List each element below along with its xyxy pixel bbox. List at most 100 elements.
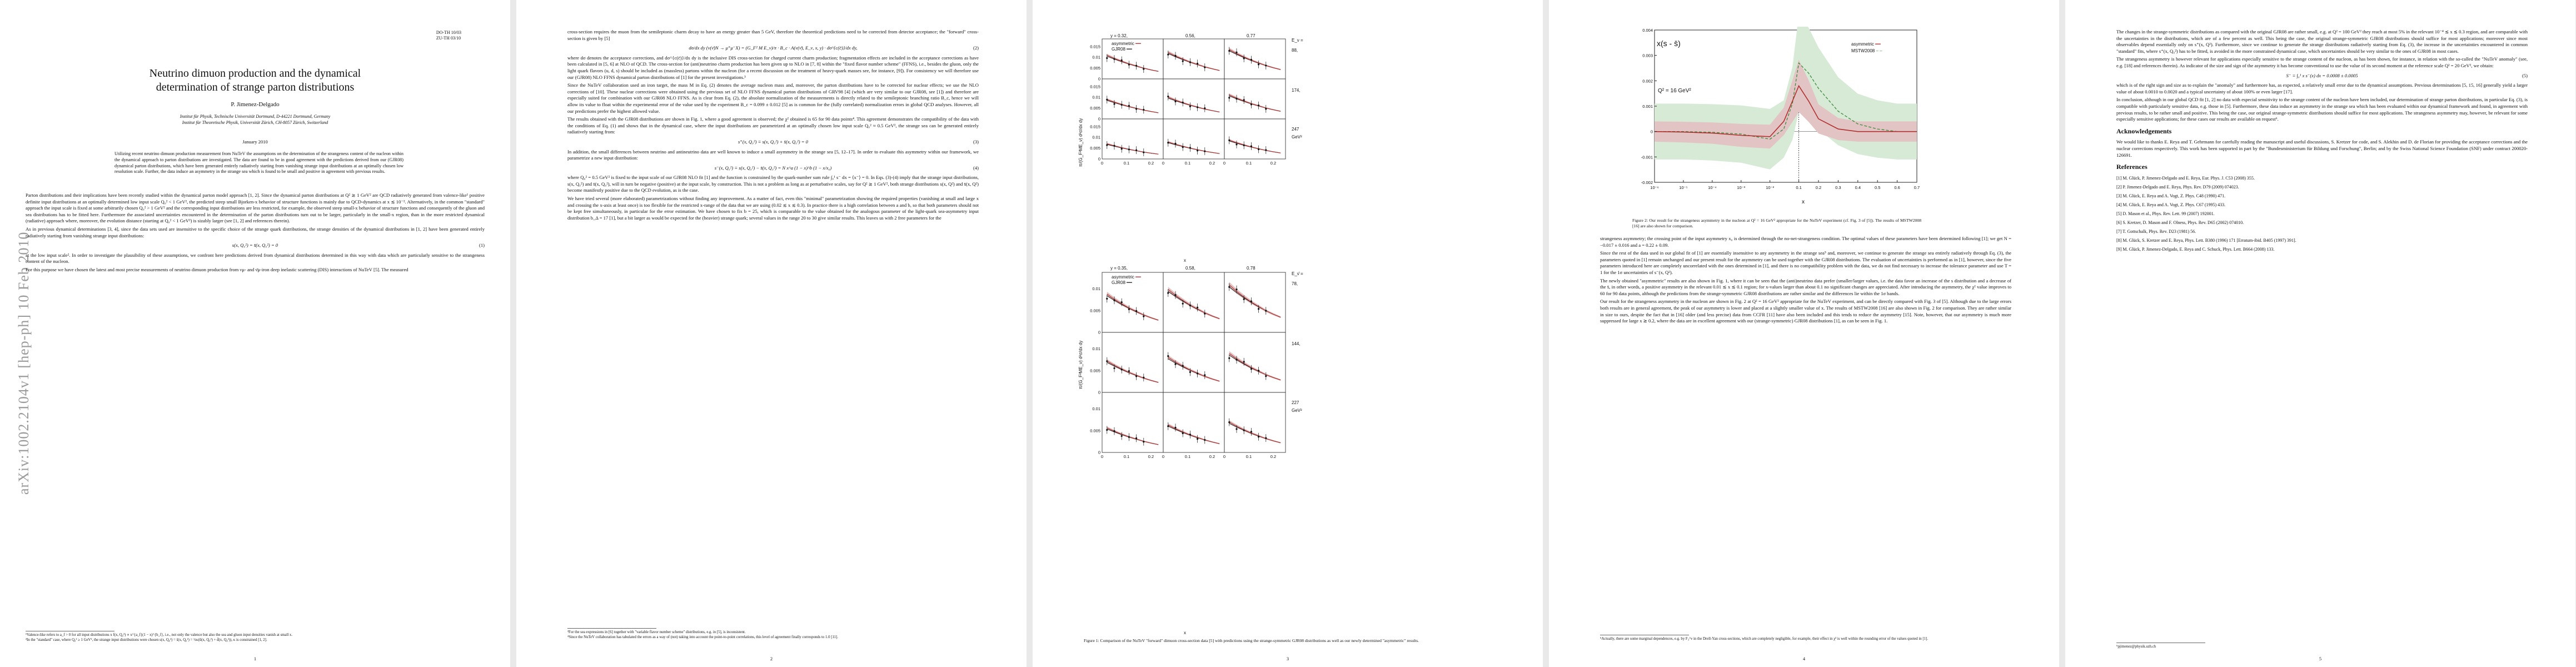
- series-line-asymmetric: [1168, 425, 1220, 444]
- data-point: [1258, 148, 1260, 151]
- x-tick-label: 0: [1162, 161, 1164, 166]
- uncertainty-band: [1229, 351, 1281, 381]
- panel-frame: [1102, 78, 1164, 120]
- data-point: [1143, 68, 1145, 70]
- data-point: [1189, 147, 1191, 149]
- reference-item: [2] P. Jimenez-Delgado and E. Reya, Phys…: [2116, 184, 2239, 190]
- data-point: [1235, 288, 1238, 291]
- data-point: [1113, 367, 1115, 370]
- footnotes: ³For the sea expressions in [6] together…: [567, 630, 838, 639]
- series-line-asymmetric: [1229, 94, 1281, 112]
- data-point: [1228, 357, 1230, 359]
- x-tick-label: 0.1: [1185, 161, 1190, 166]
- series-line-asymmetric: [1107, 360, 1159, 383]
- reference-item: [6] S. Kretzer, D. Mason and F. Olness, …: [2116, 220, 2244, 225]
- y-tick-label: -0.002: [1641, 180, 1653, 185]
- panel-frame: [1224, 392, 1286, 453]
- reference-item: [7] T. Gottschalk, Phys. Rev. D23 (1981)…: [2116, 228, 2196, 234]
- page-number: 3: [1286, 656, 1289, 661]
- x-tick-label: 0: [1162, 454, 1164, 459]
- date: January 2010: [242, 139, 268, 145]
- x-tick-label: 0.2: [1270, 454, 1276, 459]
- top-energy-1: 88,: [1292, 48, 1298, 53]
- uncertainty-band: [1168, 423, 1220, 445]
- y-tick-label: 0.005: [1090, 368, 1100, 373]
- data-point: [1258, 370, 1260, 372]
- data-point: [1182, 146, 1184, 148]
- series-line-asymmetric: [1229, 284, 1281, 318]
- equation-4: s⁻(x, Q₀²) ≡ s(x, Q₀²) − s̄(x, Q₀²) = N …: [714, 165, 979, 171]
- figure-2-legend: asymmetric ━━ MSTW2008 ‒ ‒: [1851, 42, 1882, 53]
- data-point: [1265, 64, 1267, 67]
- x-tick-label: 0.7: [1914, 185, 1920, 190]
- data-point: [1235, 51, 1238, 53]
- data-point: [1228, 421, 1230, 424]
- uncertainty-band: [1107, 291, 1159, 321]
- reference-item: [8] M. Glück, S. Kretzer and E. Reya, Ph…: [2116, 237, 2296, 243]
- x-tick-label: 10⁻²: [1766, 185, 1774, 190]
- y-tick-label: -0.001: [1641, 155, 1653, 160]
- y-tick-label: 0: [1098, 450, 1100, 455]
- body-column: The changes in the strange-symmetric dis…: [2116, 29, 2528, 255]
- paragraph: As in previous dynamical determinations …: [26, 226, 485, 238]
- uncertainty-band: [1107, 359, 1159, 384]
- data-point: [1204, 107, 1206, 109]
- x-tick-label: 0.1: [1246, 454, 1252, 459]
- bottom-energy-label: E_ν̄ =: [1292, 271, 1303, 276]
- paragraph: strangeness asymmetry; the crossing poin…: [1600, 236, 2011, 248]
- data-point: [1167, 95, 1169, 98]
- legend-bottom: asymmetric ━━ GJR08 ━━: [1112, 275, 1141, 285]
- data-point: [1265, 375, 1267, 377]
- data-point: [1258, 308, 1260, 310]
- data-point: [1189, 304, 1191, 307]
- data-point: [1174, 294, 1177, 296]
- x-tick-label: 0.1: [1246, 161, 1252, 166]
- x-tick-label: 0.5: [1875, 185, 1880, 190]
- data-point: [1135, 437, 1138, 440]
- paragraph: The newly obtained "asymmetric" results …: [1600, 277, 2011, 296]
- page-number: 5: [2319, 656, 2322, 661]
- data-point: [1204, 312, 1206, 315]
- data-point: [1228, 139, 1230, 141]
- data-point: [1189, 61, 1191, 63]
- data-point: [1135, 149, 1138, 151]
- y-tick-label: 0.01: [1092, 286, 1100, 291]
- data-point: [1228, 286, 1230, 288]
- paragraph: The changes in the strange-symmetric dis…: [2116, 29, 2528, 54]
- data-point: [1128, 104, 1130, 107]
- data-point: [1143, 315, 1145, 317]
- uncertainty-band: [1168, 287, 1220, 320]
- x-tick-label: 0.1: [1796, 185, 1801, 190]
- data-point: [1167, 53, 1169, 56]
- top-energy-3: 247: [1292, 127, 1299, 132]
- data-point: [1182, 60, 1184, 62]
- y-tick-label: 0.015: [1090, 44, 1100, 49]
- uncertainty-band: [1168, 355, 1220, 382]
- panel-frame: [1224, 78, 1286, 120]
- data-point: [1174, 142, 1177, 145]
- paragraph: We have tried several (more elaborated) …: [567, 196, 979, 221]
- data-point: [1204, 150, 1206, 152]
- equation-5: S⁻ ≡ ∫₀¹ x s⁻(x) dx = 0.0008 ± 0.0005 (5): [2286, 72, 2528, 78]
- data-point: [1120, 59, 1123, 62]
- paragraph: cross-section requires the muon from the…: [567, 29, 979, 41]
- top-title-y3: 0.77: [1247, 33, 1255, 38]
- data-point: [1106, 297, 1108, 300]
- page-5: The changes in the strange-symmetric dis…: [2065, 0, 2575, 667]
- paragraph: For this purpose we have chosen the late…: [26, 266, 408, 272]
- uncertainty-band: [1168, 51, 1220, 71]
- data-point: [1143, 441, 1145, 443]
- data-point: [1106, 429, 1108, 431]
- data-point: [1174, 363, 1177, 365]
- panel-frame: [1224, 332, 1286, 393]
- equation-3: s⁺(x, Q₀²) ≡ s(x, Q₀²) + s̄(x, Q₀²) = 0(…: [738, 138, 979, 145]
- data-point: [1135, 310, 1138, 312]
- data-point: [1243, 99, 1245, 101]
- top-title-y2: 0.56,: [1185, 33, 1195, 38]
- x-axis-label-bottom: x: [1184, 630, 1186, 635]
- body-column: Parton distributions and their implicati…: [26, 192, 485, 275]
- data-point: [1128, 148, 1130, 151]
- paper-title: Neutrino dimuon production and the dynam…: [149, 67, 361, 93]
- panel-frame: [1163, 332, 1225, 393]
